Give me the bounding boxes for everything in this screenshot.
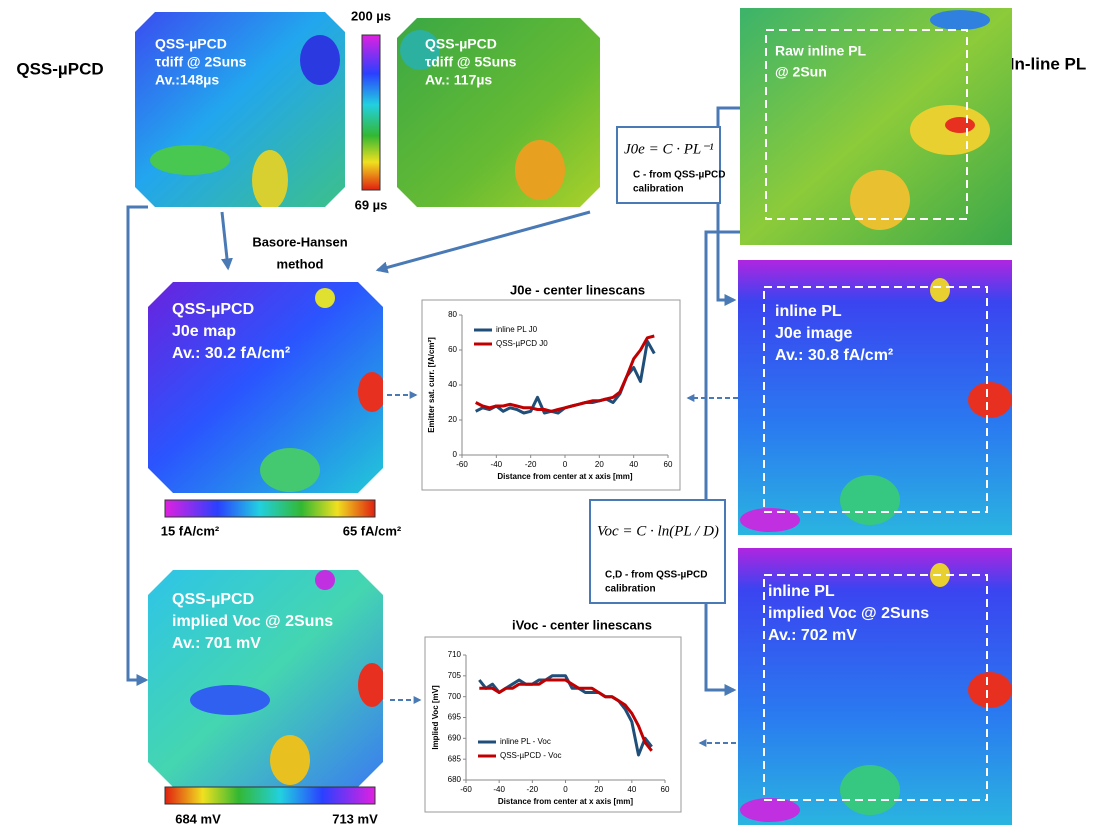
map-label: inline PL	[768, 583, 835, 600]
x-tick-label: 60	[661, 785, 670, 794]
colorbar	[164, 786, 376, 805]
y-tick-label: 0	[453, 450, 458, 459]
y-axis-label: Implied Voc [mV]	[431, 685, 440, 750]
y-tick-label: 690	[448, 733, 462, 742]
chart-title: J0e - center linescans	[510, 282, 645, 297]
heatmap	[397, 18, 600, 207]
map-label: Av.: 117µs	[425, 72, 492, 88]
x-tick-label: 60	[664, 460, 673, 469]
formula-note: C - from QSS-µPCD	[633, 170, 725, 181]
formula-note: calibration	[633, 184, 684, 195]
map-label: QSS-µPCD	[425, 36, 497, 52]
map-label: QSS-µPCD	[172, 591, 254, 608]
heading: QSS-µPCD	[16, 59, 103, 78]
heatmap	[148, 282, 383, 493]
x-tick-label: -20	[527, 785, 539, 794]
y-tick-label: 680	[448, 775, 462, 784]
map-label: Av.: 701 mV	[172, 635, 261, 652]
formula: Voc = C · ln(PL / D)	[597, 523, 719, 539]
map-label: QSS-µPCD	[172, 301, 254, 318]
method-label: Basore-Hansen	[252, 234, 347, 249]
x-tick-label: 20	[595, 460, 604, 469]
y-axis-label: Emitter sat. curr. [fA/cm²]	[427, 337, 436, 433]
map-label: τdiff @ 5Suns	[425, 54, 517, 70]
x-tick-label: -60	[460, 785, 472, 794]
y-tick-label: 20	[448, 415, 457, 424]
y-tick-label: 80	[448, 310, 457, 319]
chart-frame	[421, 299, 681, 491]
map-label: inline PL	[775, 303, 842, 320]
map-label: τdiff @ 2Suns	[155, 54, 247, 70]
x-tick-label: -40	[493, 785, 505, 794]
colorbar	[164, 499, 376, 518]
formula-box	[616, 126, 721, 204]
colorbar-label: 65 fA/cm²	[343, 523, 402, 538]
formula-box	[589, 499, 726, 604]
map-label: implied Voc @ 2Suns	[172, 613, 333, 630]
pl-image	[738, 260, 1012, 535]
x-tick-label: 20	[594, 785, 603, 794]
colorbar-label: 713 mV	[332, 811, 378, 826]
legend-label: inline PL - Voc	[500, 737, 551, 746]
formula-note: C,D - from QSS-µPCD	[605, 570, 707, 581]
heatmap	[148, 570, 383, 787]
map-label: QSS-µPCD	[155, 36, 227, 52]
colorbar-label: 684 mV	[175, 811, 221, 826]
map-label: Av.: 702 mV	[768, 627, 857, 644]
x-tick-label: -60	[456, 460, 468, 469]
map-label: @ 2Sun	[775, 64, 827, 80]
y-tick-label: 40	[448, 380, 457, 389]
colorbar-label: 69 µs	[355, 197, 388, 212]
series-line	[479, 678, 653, 752]
method-label: method	[277, 256, 324, 271]
heatmap	[135, 12, 345, 207]
y-tick-label: 60	[448, 345, 457, 354]
x-tick-label: 40	[627, 785, 636, 794]
colorbar-label: 15 fA/cm²	[161, 523, 220, 538]
formula: J0e = C · PL⁻¹	[624, 141, 714, 157]
colorbar	[361, 34, 381, 191]
pl-image	[740, 8, 1012, 245]
map-label: implied Voc @ 2Suns	[768, 605, 929, 622]
formula-note: calibration	[605, 584, 656, 595]
pl-image	[738, 548, 1012, 825]
map-label: Av.: 30.2 fA/cm²	[172, 345, 290, 362]
y-tick-label: 700	[448, 692, 462, 701]
legend-label: inline PL J0	[496, 325, 538, 334]
x-tick-label: -20	[525, 460, 537, 469]
chart-title: iVoc - center linescans	[512, 617, 652, 632]
x-tick-label: -40	[491, 460, 503, 469]
map-label: J0e map	[172, 323, 236, 340]
y-tick-label: 710	[448, 650, 462, 659]
heading: In-line PL	[1010, 54, 1087, 73]
legend-label: QSS-µPCD - Voc	[500, 751, 562, 760]
x-axis-label: Distance from center at x axis [mm]	[497, 472, 632, 481]
legend-label: QSS-µPCD J0	[496, 339, 548, 348]
map-label: J0e image	[775, 325, 852, 342]
x-tick-label: 0	[563, 460, 568, 469]
map-label: Raw inline PL	[775, 43, 866, 59]
y-tick-label: 705	[448, 671, 462, 680]
map-label: Av.:148µs	[155, 72, 219, 88]
y-tick-label: 695	[448, 713, 462, 722]
map-label: Av.: 30.8 fA/cm²	[775, 347, 893, 364]
x-axis-label: Distance from center at x axis [mm]	[498, 797, 633, 806]
x-tick-label: 0	[563, 785, 568, 794]
series-line	[475, 334, 655, 413]
y-tick-label: 685	[448, 754, 462, 763]
colorbar-label: 200 µs	[351, 8, 391, 23]
x-tick-label: 40	[629, 460, 638, 469]
